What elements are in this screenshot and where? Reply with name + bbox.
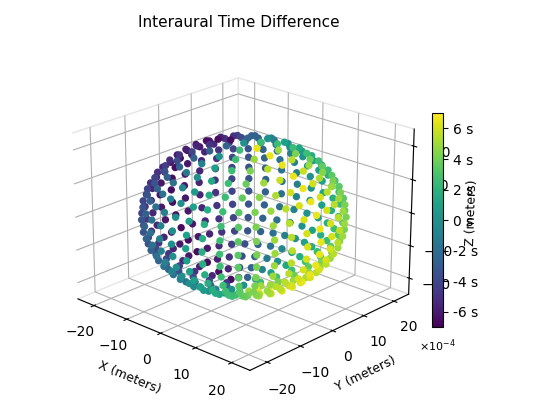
Text: $\times10^{-4}$: $\times10^{-4}$ <box>419 338 456 354</box>
Title: Interaural Time Difference: Interaural Time Difference <box>138 15 339 30</box>
Y-axis label: Y (meters): Y (meters) <box>333 354 398 394</box>
X-axis label: X (meters): X (meters) <box>96 359 163 396</box>
